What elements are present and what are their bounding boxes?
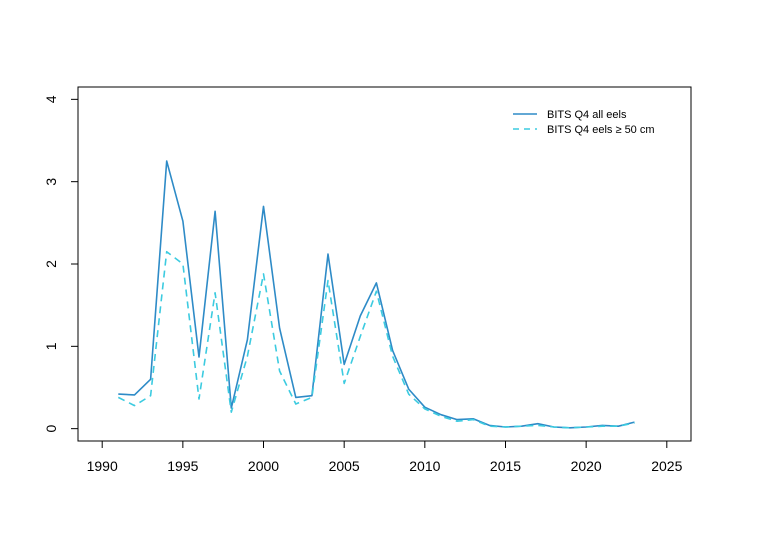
x-tick-label: 2010 <box>409 458 440 474</box>
series-line-1 <box>118 160 635 429</box>
x-tick-label: 1995 <box>167 458 198 474</box>
y-tick-label: 0 <box>43 425 59 433</box>
x-tick-label: 2020 <box>571 458 602 474</box>
x-axis: 1990 1995 2000 2005 2010 2015 2020 2025 <box>87 441 683 474</box>
x-tick-label: 2000 <box>248 458 279 474</box>
y-tick-label: 1 <box>43 342 59 350</box>
y-axis: 0 1 2 3 4 <box>43 95 78 433</box>
legend-label-1: BITS Q4 all eels <box>547 109 627 121</box>
y-tick-label: 3 <box>43 178 59 186</box>
legend: BITS Q4 all eels BITS Q4 eels ≥ 50 cm <box>513 109 655 136</box>
x-tick-label: 1990 <box>87 458 118 474</box>
plot-area-frame <box>77 86 692 442</box>
legend-label-2: BITS Q4 eels ≥ 50 cm <box>547 124 655 136</box>
x-tick-label: 2025 <box>651 458 682 474</box>
y-tick-label: 4 <box>43 95 59 103</box>
series-line-2 <box>117 250 635 429</box>
x-tick-label: 2005 <box>329 458 360 474</box>
series-layer <box>117 160 635 429</box>
y-tick-label: 2 <box>43 260 59 268</box>
x-tick-label: 2015 <box>490 458 521 474</box>
